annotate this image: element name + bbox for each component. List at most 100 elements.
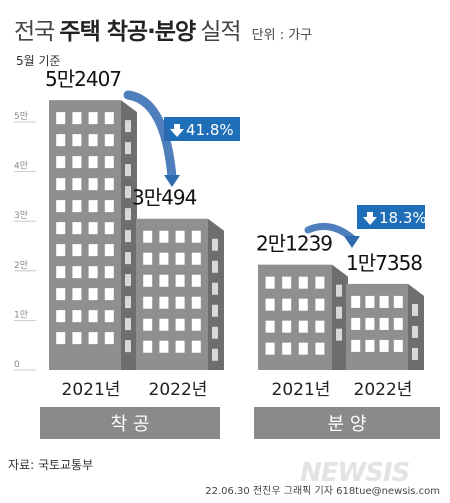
- building-window: [351, 295, 361, 308]
- building-window: [125, 120, 131, 133]
- building-window: [56, 112, 66, 125]
- building-window: [393, 317, 403, 330]
- building-window: [143, 230, 153, 243]
- change-label: 18.3%: [379, 209, 427, 227]
- building-window: [191, 340, 201, 353]
- building-window: [159, 252, 169, 265]
- building-window: [125, 296, 131, 309]
- change-label: 41.8%: [186, 121, 234, 139]
- building-window: [175, 296, 185, 309]
- building-window: [56, 222, 66, 235]
- building-window: [104, 266, 114, 279]
- building-window: [88, 178, 98, 191]
- building-window: [125, 142, 131, 155]
- building-window: [298, 298, 308, 311]
- building-window: [315, 320, 325, 333]
- y-tick-label: 4만: [14, 161, 28, 172]
- building-window: [412, 325, 418, 338]
- y-tick-label: 3만: [14, 210, 28, 221]
- y-tick-label: 1만: [14, 309, 28, 320]
- building-window: [379, 317, 389, 330]
- building-window: [88, 332, 98, 345]
- building-window: [56, 332, 66, 345]
- building-window: [104, 288, 114, 301]
- newsis-watermark-logo: NEWSIS: [300, 458, 410, 488]
- building-window: [72, 310, 82, 323]
- building-window: [282, 276, 292, 289]
- building-window: [298, 320, 308, 333]
- building-window: [298, 342, 308, 355]
- building-window: [298, 276, 308, 289]
- value-label: 1만7358: [346, 251, 422, 275]
- building-window: [315, 276, 325, 289]
- building-window: [265, 320, 275, 333]
- building-window: [125, 318, 131, 331]
- building-window: [379, 339, 389, 352]
- building-window: [72, 288, 82, 301]
- building-window: [191, 252, 201, 265]
- building-window: [104, 112, 114, 125]
- building-window: [56, 178, 66, 191]
- building-window: [72, 134, 82, 147]
- building-window: [72, 112, 82, 125]
- building-window: [104, 310, 114, 323]
- building-window: [282, 320, 292, 333]
- building-window: [159, 230, 169, 243]
- building-window: [125, 274, 131, 287]
- building-window: [125, 164, 131, 177]
- title-main: 주택 착공·분양: [59, 19, 196, 45]
- building-window: [282, 298, 292, 311]
- arrow-down-icon: [363, 212, 377, 225]
- building-window: [265, 298, 275, 311]
- building-window: [175, 340, 185, 353]
- trend-arrow-head: [164, 175, 180, 187]
- building-window: [159, 340, 169, 353]
- y-tick-label: 0: [14, 360, 20, 370]
- building-window: [143, 318, 153, 331]
- building-window: [175, 318, 185, 331]
- building-window: [125, 252, 131, 265]
- building-window: [125, 186, 131, 199]
- unit-label: 단위 : 가구: [251, 28, 313, 43]
- building-window: [104, 332, 114, 345]
- building-window: [159, 318, 169, 331]
- building-window: [88, 134, 98, 147]
- building-window: [56, 288, 66, 301]
- building-window: [72, 156, 82, 169]
- category-label: 2022년: [149, 380, 208, 400]
- category-label: 2021년: [62, 380, 121, 400]
- building-window: [212, 282, 218, 295]
- trend-arrow-head: [344, 236, 360, 248]
- chart-title: 전국 주택 착공·분양 실적 단위 : 가구: [14, 12, 312, 46]
- building-window: [56, 156, 66, 169]
- building-window: [88, 310, 98, 323]
- building-window: [412, 303, 418, 316]
- building-window: [104, 200, 114, 213]
- group-bar: [254, 407, 440, 439]
- arrow-down-icon: [170, 124, 184, 137]
- building-window: [191, 318, 201, 331]
- building-window: [125, 208, 131, 221]
- building-window: [315, 342, 325, 355]
- building-window: [175, 230, 185, 243]
- building-window: [212, 304, 218, 317]
- building-window: [104, 134, 114, 147]
- building-window: [72, 244, 82, 257]
- building-window: [191, 296, 201, 309]
- building-window: [175, 274, 185, 287]
- category-label: 2022년: [354, 380, 413, 400]
- value-label: 2만1239: [256, 232, 332, 256]
- building-window: [315, 298, 325, 311]
- building-window: [393, 295, 403, 308]
- building-window: [125, 340, 131, 353]
- category-label: 2021년: [272, 380, 331, 400]
- building-window: [56, 200, 66, 213]
- building-window: [88, 244, 98, 257]
- building-window: [72, 332, 82, 345]
- title-suffix: 실적: [200, 19, 241, 45]
- building-window: [88, 112, 98, 125]
- building-window: [88, 288, 98, 301]
- credit-line: 22.06.30 전진우 그래픽 기자 618tue@newsis.com: [205, 486, 440, 497]
- building-window: [365, 295, 375, 308]
